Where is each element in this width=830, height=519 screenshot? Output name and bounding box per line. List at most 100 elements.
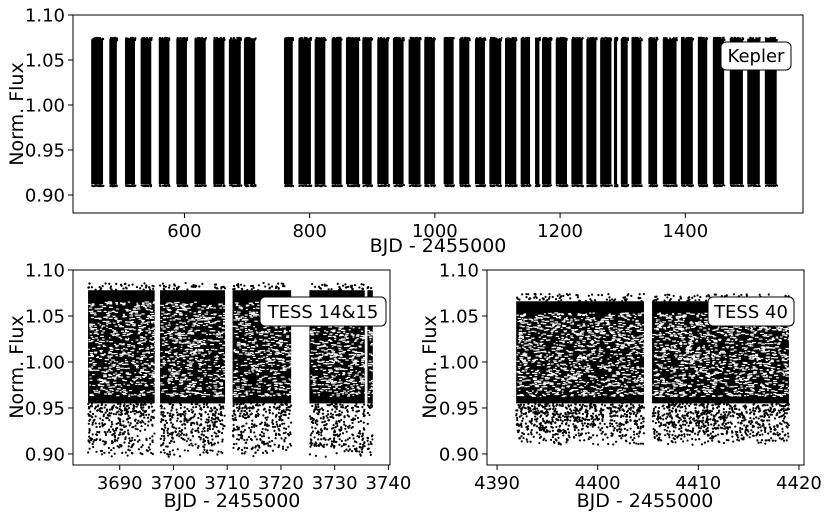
- kepler-data-point: [577, 37, 580, 40]
- tess-14-15-core-gap: [130, 313, 133, 315]
- tess-14-15-core-gap: [119, 354, 124, 356]
- tess-14-15-core-gap: [115, 303, 119, 305]
- kepler-data-point: [111, 38, 113, 41]
- tess-14-15-core-gap: [122, 389, 127, 391]
- kepler-flux-segment: [535, 39, 540, 185]
- tess-14-15-core-gap: [108, 306, 113, 308]
- kepler-data-point: [574, 184, 576, 186]
- kepler-data-point: [688, 37, 690, 40]
- tess-14-15-core-gap: [91, 323, 96, 326]
- kepler-data-point: [127, 184, 129, 187]
- kepler-data-point: [205, 185, 207, 187]
- tess-14-15-core-gap: [142, 341, 146, 343]
- tess-14-15-core-gap: [152, 332, 156, 334]
- tess-14-15-core-gap: [179, 305, 184, 307]
- tess-14-15-core-gap: [184, 324, 188, 327]
- tess-14-15-data-point: [131, 439, 134, 442]
- tess-14-15-core-gap: [185, 355, 190, 357]
- tess-14-15-core-gap: [162, 364, 165, 366]
- kepler-data-point: [571, 184, 573, 187]
- kepler-data-point: [304, 184, 307, 187]
- kepler-data-point: [94, 184, 97, 186]
- kepler-data-point: [675, 38, 677, 41]
- tess-14-15-core-gap: [184, 341, 189, 343]
- tess-14-15-core-gap: [145, 371, 150, 373]
- kepler-data-point: [200, 185, 202, 187]
- kepler-data-point: [688, 184, 690, 187]
- tess-14-15-core-gap: [168, 350, 172, 352]
- tess-14-15-core-gap: [172, 360, 176, 362]
- tess-14-15-core-gap: [115, 384, 118, 386]
- tess-14-15-core-gap: [94, 331, 98, 333]
- kepler-data-point: [179, 37, 181, 40]
- kepler-data-point: [426, 38, 428, 41]
- kepler-data-point: [490, 37, 493, 40]
- tess-14-15-core-gap: [182, 358, 186, 360]
- kepler-data-point: [418, 38, 420, 41]
- tess-14-15-core-gap: [124, 359, 127, 361]
- tess-14-15-core-gap: [216, 374, 220, 376]
- tess-14-15-core-gap: [222, 369, 226, 371]
- kepler-data-point: [673, 36, 675, 39]
- kepler-data-point: [250, 184, 252, 186]
- tess-14-15-core-gap: [103, 353, 106, 355]
- kepler-data-point: [749, 38, 751, 41]
- tess-14-15-data-point: [87, 451, 90, 454]
- kepler-data-point: [735, 184, 737, 187]
- kepler-data-point: [489, 37, 492, 40]
- kepler-legend: Kepler: [720, 41, 792, 71]
- tess-14-15-data-point: [120, 409, 123, 412]
- kepler-data-point: [315, 37, 318, 40]
- tess-14-15-data-point: [113, 435, 117, 439]
- kepler-data-point: [656, 36, 658, 39]
- kepler-data-point: [125, 37, 127, 40]
- tess-14-15-core-gap: [167, 382, 171, 384]
- kepler-data-point: [703, 184, 705, 187]
- kepler-data-point: [633, 37, 635, 40]
- tess-14-15-core-gap: [219, 391, 222, 393]
- kepler-data-point: [129, 37, 132, 40]
- tess-14-15-core-gap: [101, 381, 105, 384]
- kepler-data-point: [414, 185, 417, 188]
- tess-14-15-core-gap: [224, 302, 229, 304]
- kepler-data-point: [377, 184, 380, 187]
- kepler-data-point: [399, 39, 402, 42]
- kepler-x-tick-label: 800: [292, 221, 326, 242]
- tess-14-15-core-gap: [189, 344, 193, 346]
- kepler-data-point: [427, 38, 429, 41]
- tess-14-15-core-gap: [141, 364, 144, 366]
- tess-14-15-core-gap: [104, 393, 108, 395]
- kepler-data-point: [650, 184, 653, 187]
- kepler-data-point: [616, 37, 619, 40]
- kepler-data-point: [606, 37, 609, 40]
- tess-14-15-core-gap: [102, 345, 105, 347]
- kepler-flux-segment: [504, 39, 517, 185]
- tess-14-15-core-gap: [125, 339, 129, 341]
- kepler-data-point: [354, 37, 356, 40]
- kepler-data-point: [432, 184, 435, 187]
- kepler-flux-segment: [729, 39, 743, 185]
- tess-14-15-core-gap: [193, 352, 196, 354]
- tess-14-15-data-point: [147, 413, 151, 416]
- tess-14-15-core-gap: [175, 355, 178, 357]
- tess-14-15-core-gap: [144, 363, 147, 365]
- tess-14-15-data-point: [143, 410, 146, 413]
- kepler-data-point: [233, 37, 235, 40]
- kepler-data-point: [637, 185, 640, 187]
- kepler-data-point: [767, 37, 770, 40]
- kepler-data-point: [150, 37, 152, 40]
- tess-14-15-data-point: [118, 418, 121, 421]
- kepler-data-point: [399, 184, 401, 186]
- tess-14-15-core-gap: [91, 304, 95, 306]
- tess-14-15-data-point: [91, 412, 95, 416]
- tess-14-15-core-gap: [138, 314, 142, 316]
- kepler-data-point: [133, 37, 135, 40]
- tess-14-15-core-gap: [176, 310, 179, 312]
- tess-14-15-core-gap: [208, 333, 212, 335]
- kepler-data-point: [245, 37, 248, 40]
- tess-14-15-core-gap: [218, 326, 221, 328]
- tess-14-15-data-point: [132, 425, 135, 429]
- kepler-data-point: [716, 184, 719, 187]
- tess-14-15-core-gap: [103, 376, 107, 378]
- kepler-data-point: [149, 37, 151, 40]
